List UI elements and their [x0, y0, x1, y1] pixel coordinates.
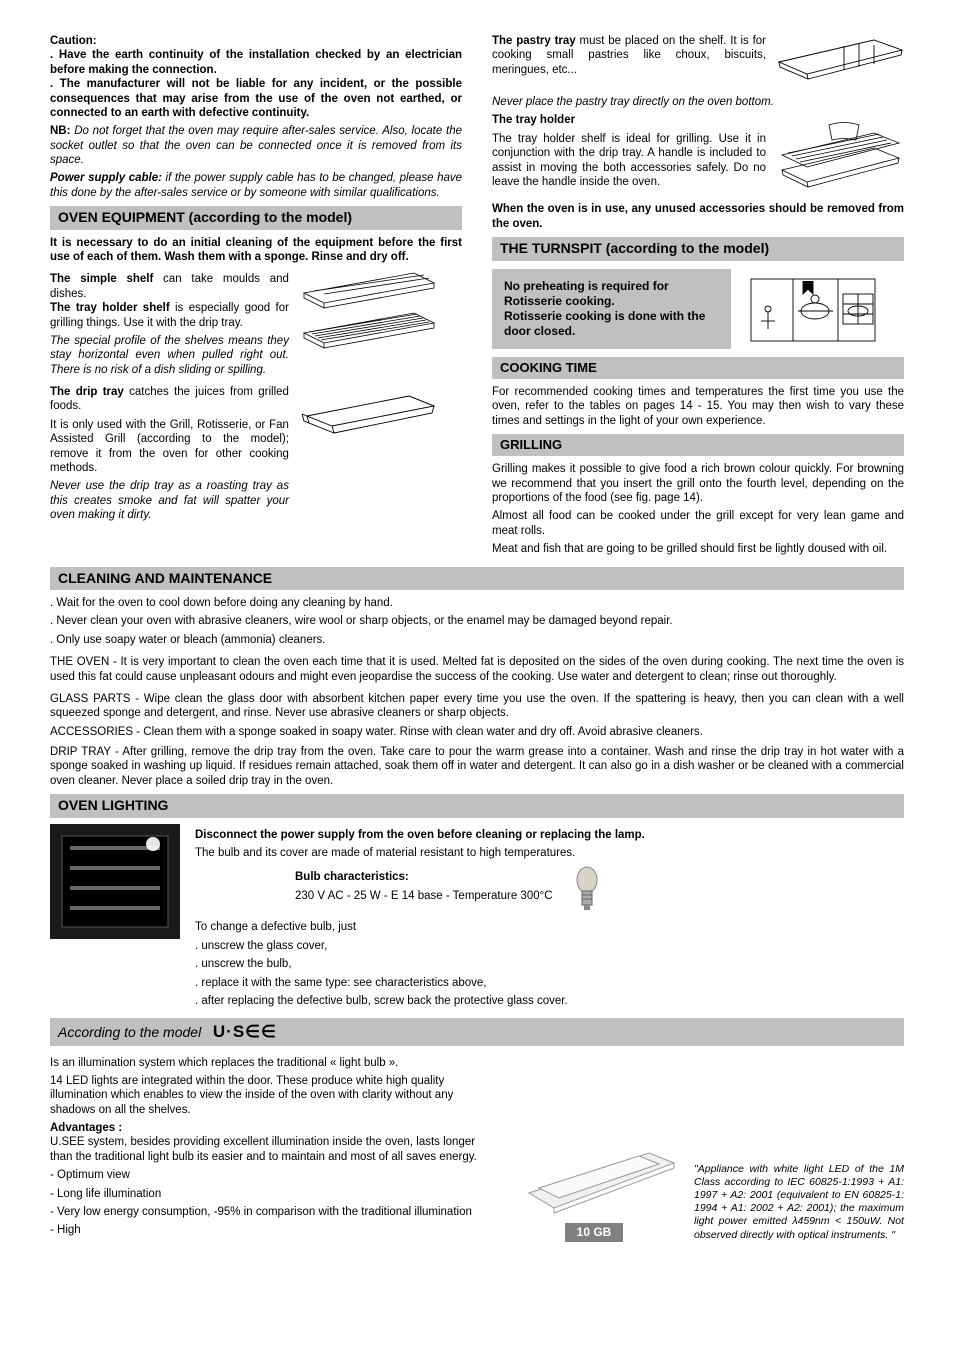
- psc-label: Power supply cable:: [50, 172, 162, 184]
- nb-block: NB: Do not forget that the oven may requ…: [50, 124, 462, 167]
- cleaning-b2: . Never clean your oven with abrasive cl…: [50, 614, 904, 628]
- shelf-label: The simple shelf: [50, 273, 153, 285]
- lighting-s1: . unscrew the glass cover,: [195, 939, 904, 953]
- caution-block: Caution: . Have the earth continuity of …: [50, 34, 462, 120]
- pastry-tray-illustration-icon: [774, 32, 904, 87]
- cleaning-drip: DRIP TRAY - After grilling, remove the d…: [50, 745, 904, 788]
- bulb-char-label: Bulb characteristics:: [295, 870, 553, 884]
- caution-2: . The manufacturer will not be liable fo…: [50, 78, 462, 119]
- usee-intro2: 14 LED lights are integrated within the …: [50, 1074, 494, 1117]
- cooking-time-header: COOKING TIME: [492, 357, 904, 379]
- turnspit-illustration-icon: [743, 269, 883, 349]
- pastry-label: The pastry tray: [492, 35, 576, 47]
- drip-tray-illustration-icon: [299, 381, 439, 451]
- bulb-icon: [573, 866, 601, 914]
- lighting-s2: . unscrew the bulb,: [195, 957, 904, 971]
- usee-li1: - Optimum view: [50, 1168, 494, 1182]
- pastry-italic: Never place the pastry tray directly on …: [492, 95, 904, 109]
- bulb-char: 230 V AC - 25 W - E 14 base - Temperatur…: [295, 889, 553, 903]
- cleaning-glass: GLASS PARTS - Wipe clean the glass door …: [50, 692, 904, 721]
- usee-header-prefix: According to the model: [58, 1024, 201, 1040]
- oven-photo-icon: [50, 824, 180, 939]
- caution-label: Caution:: [50, 35, 97, 47]
- page-number: 10 GB: [565, 1223, 624, 1242]
- lighting-s3: . replace it with the same type: see cha…: [195, 976, 904, 990]
- lighting-s4: . after replacing the defective bulb, sc…: [195, 994, 904, 1008]
- drip-body-2: It is only used with the Grill, Rotisser…: [50, 418, 289, 476]
- usee-header: According to the model U·S∈∈: [50, 1018, 904, 1045]
- equip-intro: It is necessary to do an initial cleanin…: [50, 236, 462, 265]
- shelf-block: The simple shelf can take moulds and dis…: [50, 272, 289, 330]
- drip-label: The drip tray: [50, 386, 124, 398]
- oven-equipment-header: OVEN EQUIPMENT (according to the model): [50, 206, 462, 230]
- usee-li4: - High: [50, 1223, 494, 1237]
- grilling-1: Grilling makes it possible to give food …: [492, 462, 904, 505]
- cleaning-b1: . Wait for the oven to cool down before …: [50, 596, 904, 610]
- drip-block: The drip tray catches the juices from gr…: [50, 385, 289, 414]
- usee-adv-body: U.SEE system, besides providing excellen…: [50, 1136, 477, 1162]
- usee-adv: Advantages : U.SEE system, besides provi…: [50, 1121, 494, 1164]
- turnspit-box: No preheating is required for Rotisserie…: [492, 269, 731, 349]
- trayholdershelf-label: The tray holder shelf: [50, 302, 170, 314]
- caution-1: . Have the earth continuity of the insta…: [50, 49, 462, 75]
- cleaning-header: CLEANING AND MAINTENANCE: [50, 567, 904, 591]
- cleaning-accessories: ACCESSORIES - Clean them with a sponge s…: [50, 725, 904, 739]
- usee-brand: U·S∈∈: [213, 1022, 277, 1041]
- usee-legal: "Appliance with white light LED of the 1…: [694, 1163, 904, 1242]
- oven-door-illustration-icon: [509, 1108, 679, 1218]
- usee-adv-label: Advantages :: [50, 1122, 122, 1134]
- lighting-header: OVEN LIGHTING: [50, 794, 904, 818]
- usee-li3: - Very low energy consumption, -95% in c…: [50, 1205, 494, 1219]
- nb-label: NB:: [50, 125, 70, 137]
- turnspit-header: THE TURNSPIT (according to the model): [492, 237, 904, 261]
- lighting-disconnect: Disconnect the power supply from the ove…: [195, 828, 904, 842]
- grilling-3: Meat and fish that are going to be grill…: [492, 542, 904, 556]
- grilling-2: Almost all food can be cooked under the …: [492, 509, 904, 538]
- psc-block: Power supply cable: if the power supply …: [50, 171, 462, 200]
- shelves-illustration-icon: [299, 268, 439, 368]
- usee-li2: - Long life illumination: [50, 1187, 494, 1201]
- nb-body: Do not forget that the oven may require …: [50, 125, 462, 166]
- usee-intro1: Is an illumination system which replaces…: [50, 1056, 494, 1070]
- cleaning-b3: . Only use soapy water or bleach (ammoni…: [50, 633, 904, 647]
- unused-accessories: When the oven is in use, any unused acce…: [492, 202, 904, 231]
- lighting-change-intro: To change a defective bulb, just: [195, 920, 904, 934]
- grilling-header: GRILLING: [492, 434, 904, 456]
- drip-italic: Never use the drip tray as a roasting tr…: [50, 479, 289, 522]
- lighting-bulb-cover: The bulb and its cover are made of mater…: [195, 846, 904, 860]
- shelf-italic: The special profile of the shelves means…: [50, 334, 289, 377]
- cleaning-oven: THE OVEN - It is very important to clean…: [50, 655, 904, 684]
- tray-holder-illustration-icon: [774, 115, 904, 190]
- cooking-body: For recommended cooking times and temper…: [492, 385, 904, 428]
